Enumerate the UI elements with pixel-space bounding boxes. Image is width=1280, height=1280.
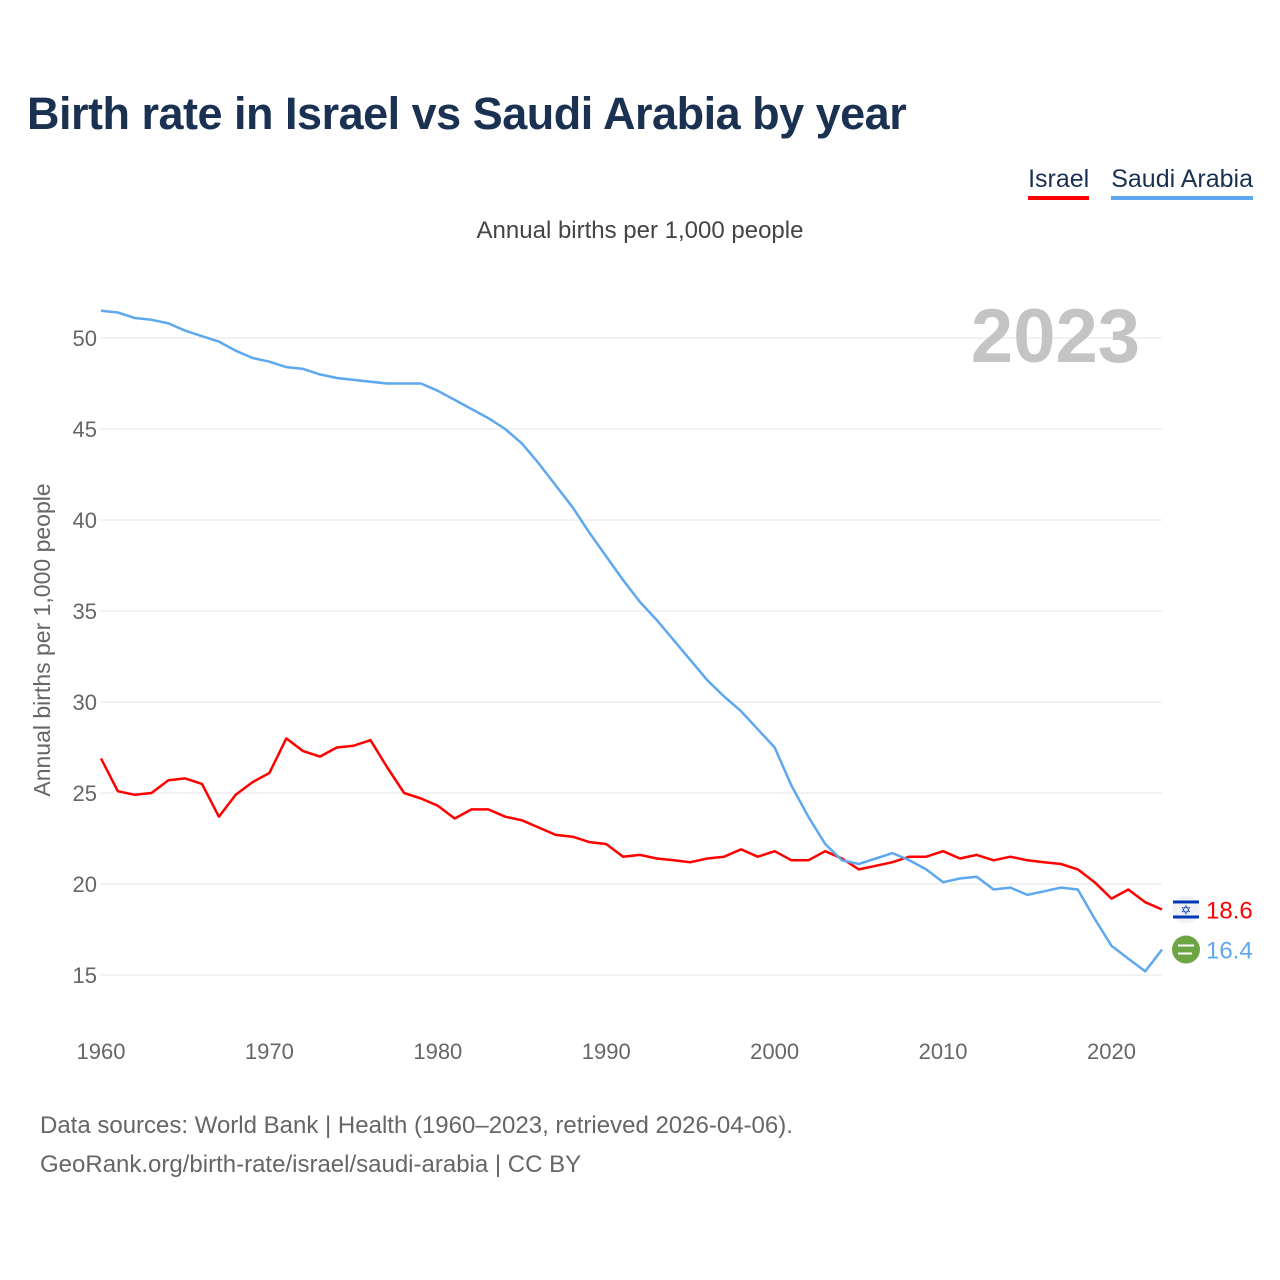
y-tick-label: 20 (73, 872, 97, 897)
x-tick-label: 1960 (77, 1039, 126, 1064)
chart-title: Birth rate in Israel vs Saudi Arabia by … (27, 88, 907, 139)
year-watermark: 2023 (971, 294, 1140, 379)
series-line-israel (99, 737, 1163, 911)
y-tick-label: 40 (73, 508, 97, 533)
svg-text:✡: ✡ (1181, 902, 1192, 917)
israel-flag-icon: ✡ (1172, 895, 1200, 924)
x-tick-label: 1970 (245, 1039, 294, 1064)
x-tick-label: 1990 (582, 1039, 631, 1064)
end-value-label: 16.4 (1206, 938, 1253, 965)
chart-subtitle: Annual births per 1,000 people (476, 217, 804, 244)
x-tick-label: 2000 (750, 1039, 799, 1064)
y-tick-label: 45 (73, 417, 97, 442)
y-axis-label: Annual births per 1,000 people (29, 483, 55, 796)
y-tick-label: 25 (73, 781, 97, 806)
end-value-label: 18.6 (1206, 897, 1253, 924)
series-line-saudi-arabia (100, 309, 1163, 973)
source-line-1: Data sources: World Bank | Health (1960–… (40, 1112, 793, 1139)
y-tick-label: 50 (73, 326, 97, 351)
y-tick-label: 35 (73, 599, 97, 624)
legend-israel[interactable]: Israel (1028, 165, 1090, 200)
legend-saudi-arabia[interactable]: Saudi Arabia (1111, 165, 1253, 200)
source-line-2[interactable]: GeoRank.org/birth-rate/israel/saudi-arab… (40, 1151, 582, 1178)
source-note: Data sources: World Bank | Health (1960–… (40, 1106, 793, 1184)
saudi-arabia-flag-icon (1172, 935, 1200, 964)
x-tick-label: 2020 (1087, 1039, 1136, 1064)
legend: Israel Saudi Arabia (1028, 165, 1253, 200)
x-tick-label: 2010 (919, 1039, 968, 1064)
x-tick-label: 1980 (413, 1039, 462, 1064)
y-tick-label: 30 (73, 690, 97, 715)
y-tick-label: 15 (73, 963, 97, 988)
